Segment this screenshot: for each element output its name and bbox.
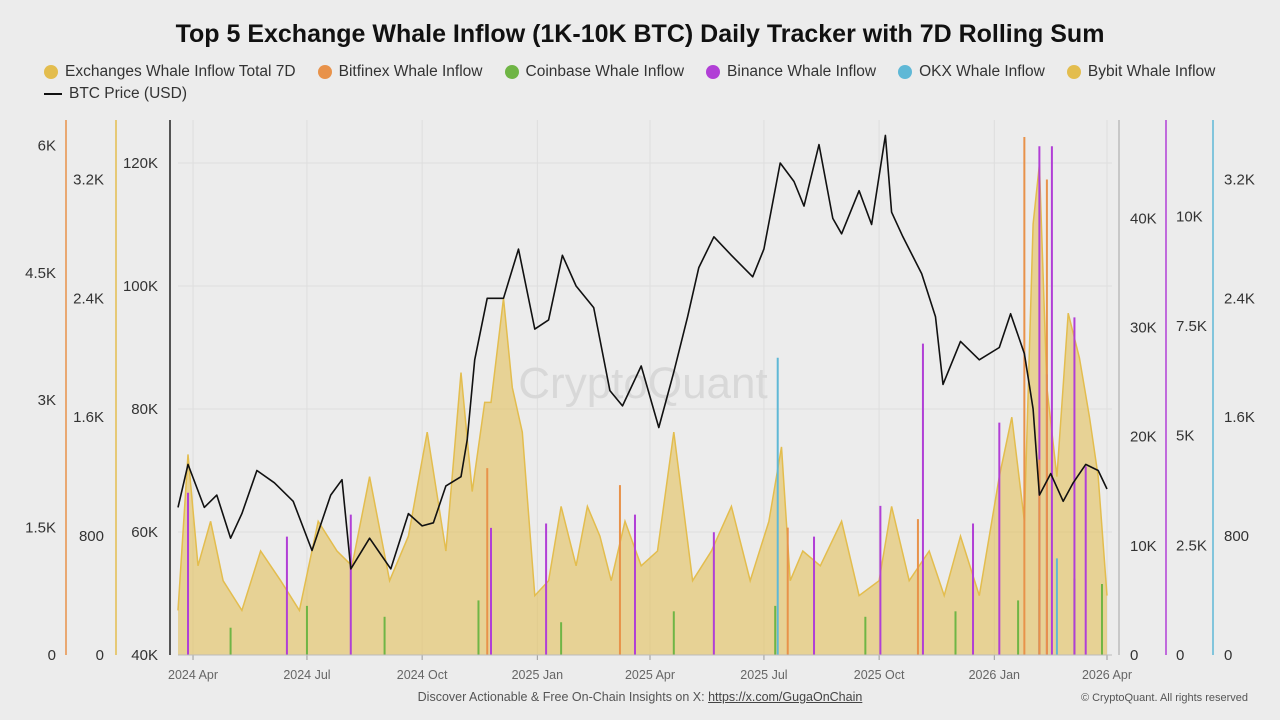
- total_7d-tick-label: 2.4K: [73, 290, 104, 307]
- x-tick-label: 2024 Jul: [283, 668, 330, 682]
- axes: 2024 Apr 2024 Jul 2024 Oct 2025 Jan 2025 Apr…: [25, 120, 1255, 682]
- x-tick-label: 2025 Oct: [854, 668, 905, 682]
- legend-marker-coinbase: [504, 65, 519, 79]
- x-tick-label: 2024 Apr: [168, 668, 218, 682]
- okx-tick-label: 3.2K: [1224, 171, 1255, 188]
- legend-label-coinbase: Coinbase Whale Inflow: [525, 63, 685, 80]
- bitfinex-tick-label: 1.5K: [25, 520, 56, 537]
- x-tick-label: 2024 Oct: [397, 668, 448, 682]
- footer-text: Discover Actionable & Free On-Chain Insi…: [417, 690, 709, 704]
- btc-price-line: [177, 134, 1108, 570]
- total_7d-tick-label: 800: [79, 528, 104, 545]
- legend-row-1: Exchanges Whale Inflow Total 7D Bitfinex…: [44, 61, 1254, 83]
- coinbase-tick-label: 10K: [1130, 538, 1157, 555]
- x-tick-label: 2025 Apr: [625, 668, 675, 682]
- price-tick-label: 60K: [131, 524, 158, 541]
- binance-tick-label: 2.5K: [1176, 537, 1207, 554]
- legend-item-binance[interactable]: Binance Whale Inflow: [706, 63, 876, 81]
- legend-marker-total-7d: [44, 65, 58, 79]
- legend-marker-btc-price: [44, 93, 62, 95]
- legend-row-2: BTC Price (USD): [44, 83, 1254, 105]
- total-7d-area-line: [177, 164, 1108, 613]
- legend-item-coinbase[interactable]: Coinbase Whale Inflow: [504, 63, 685, 81]
- binance-tick-label: 0: [1176, 647, 1184, 664]
- bitfinex-tick-label: 4.5K: [25, 265, 56, 282]
- copyright: © CryptoQuant. All rights reserved: [1080, 692, 1248, 704]
- x-tick-label: 2026 Jan: [969, 668, 1020, 682]
- coinbase-tick-label: 20K: [1130, 429, 1157, 446]
- x-tick-label: 2025 Jul: [740, 668, 787, 682]
- watermark: CryptoQuant: [518, 359, 767, 408]
- total_7d-tick-label: 1.6K: [73, 409, 104, 426]
- legend-item-total-7d[interactable]: Exchanges Whale Inflow Total 7D: [44, 63, 296, 81]
- legend-marker-bitfinex: [317, 65, 332, 79]
- legend-label-total-7d: Exchanges Whale Inflow Total 7D: [65, 63, 296, 80]
- binance-tick-label: 10K: [1176, 208, 1203, 225]
- btc-price-path: [177, 134, 1108, 570]
- legend-item-okx[interactable]: OKX Whale Inflow: [898, 63, 1045, 81]
- okx-tick-label: 2.4K: [1224, 290, 1255, 307]
- legend-label-bybit: Bybit Whale Inflow: [1087, 63, 1216, 80]
- bitfinex-tick-label: 0: [48, 647, 56, 664]
- price-tick-label: 40K: [131, 647, 158, 664]
- price-tick-label: 80K: [131, 401, 158, 418]
- legend-item-btc-price[interactable]: BTC Price (USD): [44, 85, 187, 103]
- legend-marker-bybit: [1066, 65, 1081, 79]
- okx-tick-label: 1.6K: [1224, 409, 1255, 426]
- legend-marker-binance: [706, 65, 721, 79]
- legend-label-okx: OKX Whale Inflow: [919, 63, 1045, 80]
- okx-tick-label: 800: [1224, 528, 1249, 545]
- price-tick-label: 120K: [123, 155, 158, 172]
- footer: Discover Actionable & Free On-Chain Insi…: [0, 690, 1280, 704]
- x-tick-label: 2026 Apr: [1082, 668, 1132, 682]
- legend-label-binance: Binance Whale Inflow: [727, 63, 877, 80]
- total-7d-area: [177, 164, 1108, 655]
- legend: Exchanges Whale Inflow Total 7D Bitfinex…: [44, 61, 1254, 105]
- price-tick-label: 100K: [123, 278, 158, 295]
- coinbase-tick-label: 30K: [1130, 319, 1157, 336]
- legend-item-bybit[interactable]: Bybit Whale Inflow: [1066, 63, 1216, 81]
- okx-tick-label: 0: [1224, 647, 1232, 664]
- legend-label-btc-price: BTC Price (USD): [69, 85, 187, 102]
- bitfinex-tick-label: 6K: [38, 137, 56, 154]
- chart-title: Top 5 Exchange Whale Inflow (1K-10K BTC)…: [175, 20, 1105, 48]
- legend-marker-okx: [898, 65, 913, 79]
- footer-link[interactable]: https://x.com/GugaOnChain: [708, 690, 863, 704]
- total_7d-tick-label: 0: [96, 647, 104, 664]
- total_7d-tick-label: 3.2K: [73, 171, 104, 188]
- legend-item-bitfinex[interactable]: Bitfinex Whale Inflow: [317, 63, 483, 81]
- coinbase-tick-label: 0: [1130, 647, 1138, 664]
- x-tick-label: 2025 Jan: [512, 668, 563, 682]
- total-7d-area-fill: [178, 164, 1107, 655]
- coinbase-tick-label: 40K: [1130, 210, 1157, 227]
- bitfinex-tick-label: 3K: [38, 392, 56, 409]
- binance-tick-label: 5K: [1176, 428, 1194, 445]
- legend-label-bitfinex: Bitfinex Whale Inflow: [338, 63, 483, 80]
- binance-tick-label: 7.5K: [1176, 318, 1207, 335]
- exchange-inflow-spikes: [187, 136, 1103, 655]
